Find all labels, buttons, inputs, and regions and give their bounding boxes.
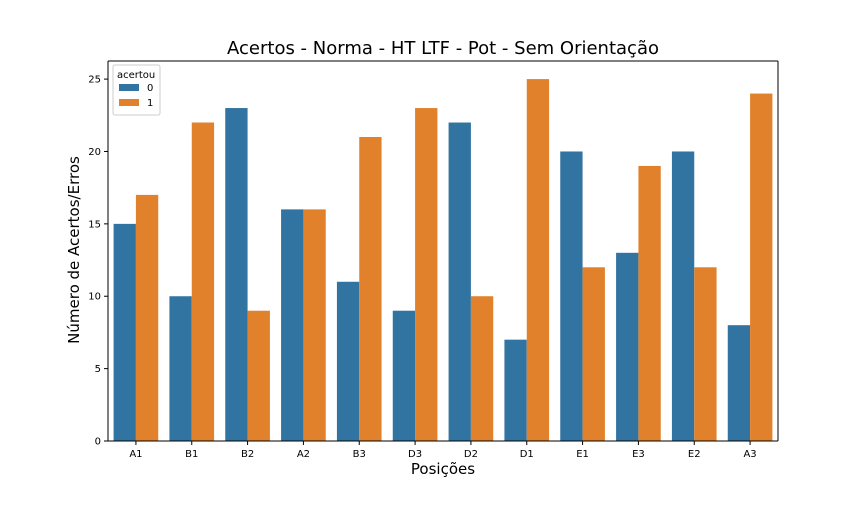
x-tick-label: E1 — [576, 449, 589, 460]
bar-series-0-A2 — [281, 209, 304, 441]
bar-series-1-D1 — [526, 79, 550, 441]
bar-series-1-B1 — [191, 122, 215, 442]
y-tick-label: 10 — [88, 292, 101, 303]
y-tick-label: 5 — [95, 364, 101, 375]
x-tick-label: A1 — [129, 449, 142, 460]
x-tick-label: A2 — [297, 449, 310, 460]
x-tick-label: A3 — [743, 449, 756, 460]
bar-series-0-E3 — [616, 252, 639, 441]
bar-series-1-A2 — [303, 209, 326, 441]
x-tick-label: E3 — [632, 449, 645, 460]
bar-series-1-A1 — [135, 194, 159, 441]
legend-label-series-0: 0 — [147, 83, 153, 94]
legend-swatch-series-1 — [119, 99, 139, 106]
y-axis-label: Número de Acertos/Erros — [65, 156, 83, 344]
y-tick-label: 0 — [95, 437, 101, 448]
legend-swatch-series-0 — [119, 84, 139, 91]
bar-series-0-D3 — [392, 310, 416, 441]
y-tick-label: 15 — [88, 219, 101, 230]
bar-series-1-E2 — [694, 267, 717, 441]
bar-series-0-B1 — [169, 296, 192, 441]
legend: acertou 0 1 — [112, 64, 161, 116]
x-tick-label: D1 — [520, 449, 534, 460]
legend-title: acertou — [117, 70, 155, 81]
bar-series-0-A1 — [113, 223, 136, 441]
bar-series-1-A3 — [750, 93, 773, 441]
x-tick-label: D2 — [464, 449, 478, 460]
bars-group — [113, 79, 773, 442]
x-tick-label: D3 — [408, 449, 422, 460]
bar-series-1-D2 — [470, 296, 494, 441]
bar-series-1-E1 — [582, 267, 605, 441]
bar-series-1-D3 — [415, 108, 438, 442]
x-axis-label: Posições — [411, 460, 475, 478]
legend-label-series-1: 1 — [147, 98, 153, 109]
bar-series-0-B2 — [225, 108, 248, 442]
bar-series-0-B3 — [336, 281, 360, 441]
x-tick-label: B3 — [353, 449, 366, 460]
bar-series-0-E2 — [671, 151, 695, 442]
chart-title: Acertos - Norma - HT LTF - Pot - Sem Ori… — [227, 38, 659, 59]
x-tick-label: B2 — [241, 449, 254, 460]
y-tick-label: 20 — [88, 147, 101, 158]
x-tick-label: B1 — [185, 449, 198, 460]
bar-series-1-E3 — [638, 165, 661, 441]
bar-series-1-B3 — [359, 137, 382, 441]
bar-series-0-D2 — [448, 122, 471, 442]
y-tick-label: 25 — [88, 75, 101, 86]
x-tick-label: E2 — [688, 449, 701, 460]
bar-series-1-B2 — [247, 310, 270, 441]
bar-series-0-D1 — [504, 339, 527, 441]
bar-series-0-E1 — [560, 151, 583, 442]
bar-series-0-A3 — [727, 325, 751, 441]
